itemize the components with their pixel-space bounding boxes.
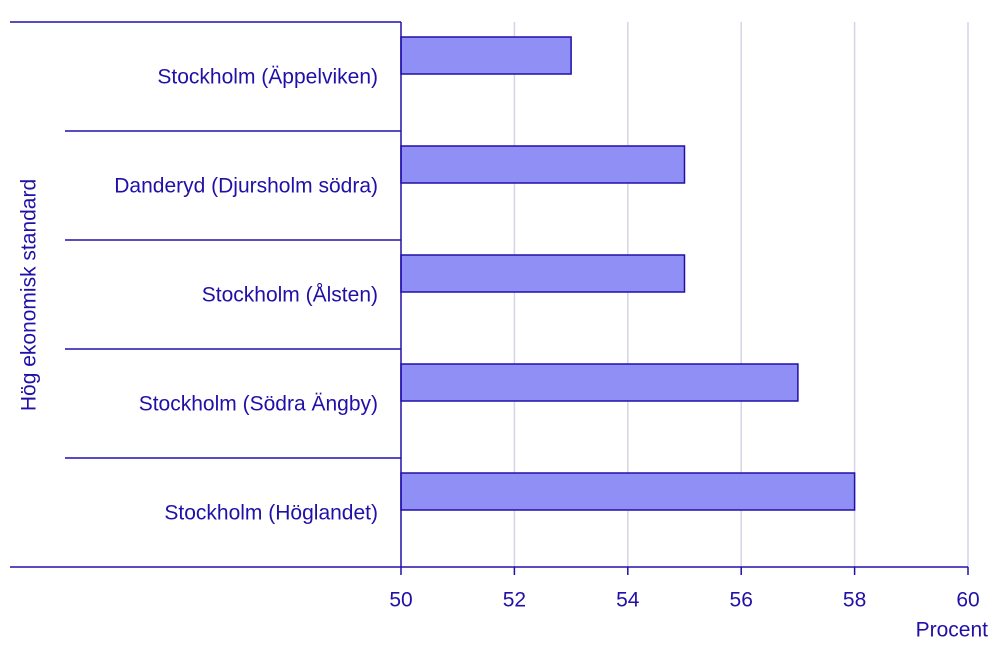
x-tick-label: 52	[503, 589, 526, 612]
y-tick-label: Danderyd (Djursholm södra)	[114, 175, 378, 198]
y-tick-label: Stockholm (Ålsten)	[202, 284, 378, 307]
bar	[400, 36, 572, 75]
y-tick-label: Stockholm (Äppelviken)	[157, 66, 378, 89]
bar	[400, 363, 799, 402]
x-tick-label: 60	[956, 589, 979, 612]
x-tick-label: 54	[616, 589, 640, 612]
bar	[400, 254, 686, 293]
y-tick-label: Stockholm (Södra Ängby)	[139, 393, 378, 416]
x-axis-label: Procent	[916, 619, 989, 642]
x-tick-label: 50	[389, 589, 412, 612]
x-tick-label: 58	[843, 589, 866, 612]
x-tick-label: 56	[730, 589, 753, 612]
group-label: Hög ekonomisk standard	[18, 179, 41, 411]
bar	[400, 145, 686, 184]
y-tick-label: Stockholm (Höglandet)	[164, 502, 378, 525]
bar	[400, 472, 856, 511]
